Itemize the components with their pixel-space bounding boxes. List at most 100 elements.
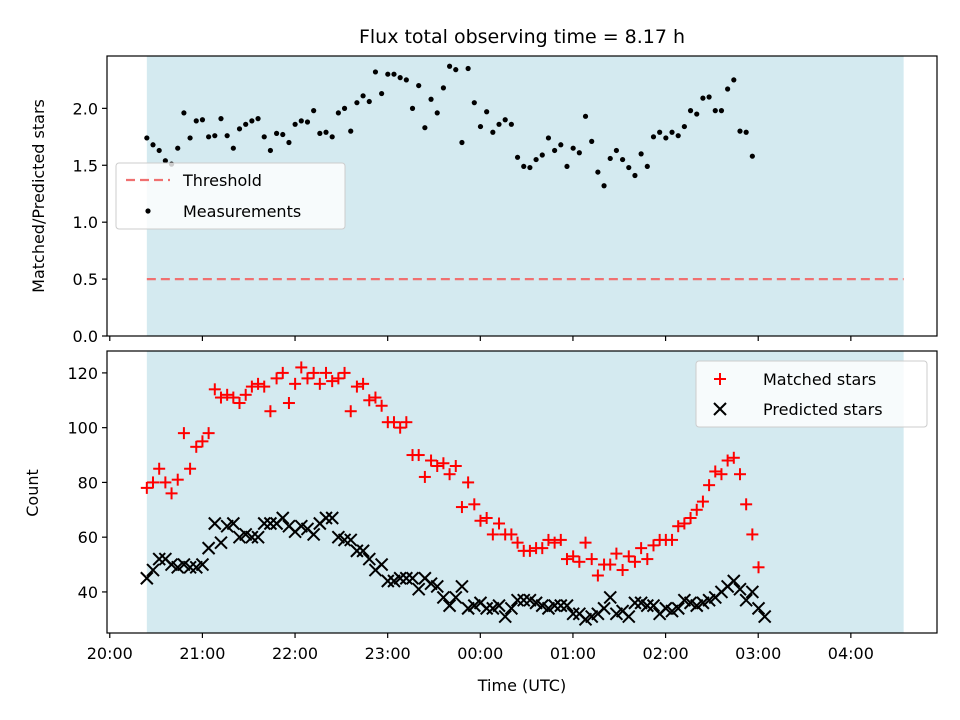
predicted-star-point <box>504 601 519 616</box>
measurement-point <box>453 67 459 73</box>
matched-star-point <box>548 536 561 549</box>
matched-star-point <box>666 533 679 546</box>
measurement-point <box>446 63 453 69</box>
matched-star-point <box>387 416 400 429</box>
matched-star-point <box>628 555 641 568</box>
matched-star-point <box>733 468 746 481</box>
count-y-ticks: 40 60 80 100 120 <box>67 364 107 602</box>
threshold-legend-label: Threshold <box>182 171 262 190</box>
measurement-point <box>212 133 218 139</box>
predicted-star-point <box>554 598 568 613</box>
predicted-star-point <box>356 544 370 558</box>
predicted-star-point <box>455 579 469 594</box>
matched-star-point <box>202 427 215 440</box>
measurement-point <box>490 129 496 135</box>
measurement-point <box>545 135 552 141</box>
measurement-point <box>304 119 311 125</box>
matched-star-point <box>740 498 753 511</box>
predicted-star-point <box>733 582 747 596</box>
predicted-star-point <box>306 527 321 542</box>
measurement-point <box>675 133 681 139</box>
measurement-point <box>558 142 564 148</box>
measurement-point <box>249 118 255 124</box>
matched-star-point <box>709 465 722 478</box>
measurement-point <box>335 110 341 116</box>
matched-star-point <box>177 427 190 440</box>
matched-star-point <box>363 394 376 407</box>
measurement-point <box>224 133 230 139</box>
measurement-point <box>181 110 187 116</box>
measurement-point <box>236 126 243 132</box>
matched-star-point <box>190 440 203 453</box>
matched-star-point <box>721 454 734 467</box>
measurement-point <box>749 153 755 159</box>
measurement-point <box>187 135 193 141</box>
matched-star-point <box>684 512 697 525</box>
predicted-star-point <box>183 560 197 574</box>
matched-star-point <box>320 366 333 379</box>
measurement-point <box>459 139 465 146</box>
predicted-star-point <box>757 609 772 624</box>
measurement-point <box>626 164 632 171</box>
measurement-point <box>156 147 162 154</box>
measurement-point <box>280 131 286 138</box>
measurement-point <box>694 111 700 117</box>
ratio-y-tick-label: 2.0 <box>73 99 98 118</box>
x-tick-label: 02:00 <box>643 644 689 663</box>
measurement-point <box>428 96 434 102</box>
predicted-star-point <box>195 557 210 572</box>
matched-star-point <box>394 421 407 434</box>
measurement-point <box>403 77 409 83</box>
matched-star-point <box>573 555 586 568</box>
predicted-star-point <box>597 601 611 616</box>
measurement-point <box>354 100 360 106</box>
ratio-plot-frame <box>106 55 938 337</box>
measurement-point <box>329 134 335 140</box>
matched-star-point <box>153 462 166 475</box>
count-y-tick-label: 100 <box>67 419 98 438</box>
measurement-point <box>601 183 607 189</box>
matched-star-point <box>486 528 499 541</box>
predicted-star-point <box>430 579 444 594</box>
matched-star-point <box>140 481 153 494</box>
measurement-point <box>267 147 274 154</box>
predicted-star-point <box>140 571 154 585</box>
matched-star-point <box>233 397 246 410</box>
matched-star-point <box>239 388 252 401</box>
matched-star-point <box>165 487 178 500</box>
measurement-point <box>434 110 440 116</box>
predicted-star-point <box>510 593 525 607</box>
measurement-point <box>391 71 397 77</box>
measurement-point <box>521 163 527 170</box>
x-tick-label: 22:00 <box>272 644 318 663</box>
matched-star-point <box>214 391 227 404</box>
x-tick-label: 03:00 <box>735 644 781 663</box>
measurement-point <box>681 123 687 130</box>
measurement-point <box>317 130 323 136</box>
predicted-star-point <box>498 609 512 624</box>
predicted-star-point <box>745 585 760 599</box>
predicted-star-point <box>201 541 216 555</box>
matched-star-point <box>313 377 326 390</box>
measurements-legend-swatch <box>145 208 151 214</box>
measurement-point <box>589 138 595 144</box>
measurement-point <box>514 154 521 160</box>
predicted-star-point <box>640 598 655 613</box>
measurement-point <box>162 158 168 164</box>
matched-star-point <box>295 361 308 374</box>
measurement-point <box>613 147 620 154</box>
matched-legend-label: Matched stars <box>763 370 876 389</box>
ratio-y-tick-label: 1.0 <box>73 213 98 232</box>
measurement-point <box>379 90 385 97</box>
ratio-legend: Threshold Measurements <box>115 162 346 230</box>
matched-star-point <box>227 391 240 404</box>
predicted-star-point <box>517 593 531 607</box>
x-tick-label: 00:00 <box>457 644 503 663</box>
chart-title: Flux total observing time = 8.17 h <box>359 26 685 48</box>
measurement-point <box>341 105 348 111</box>
measurement-point <box>570 145 576 151</box>
x-tick-label: 21:00 <box>179 644 225 663</box>
predicted-star-point <box>325 511 339 525</box>
predicted-star-point <box>344 533 358 547</box>
predicted-star-point <box>727 574 741 588</box>
